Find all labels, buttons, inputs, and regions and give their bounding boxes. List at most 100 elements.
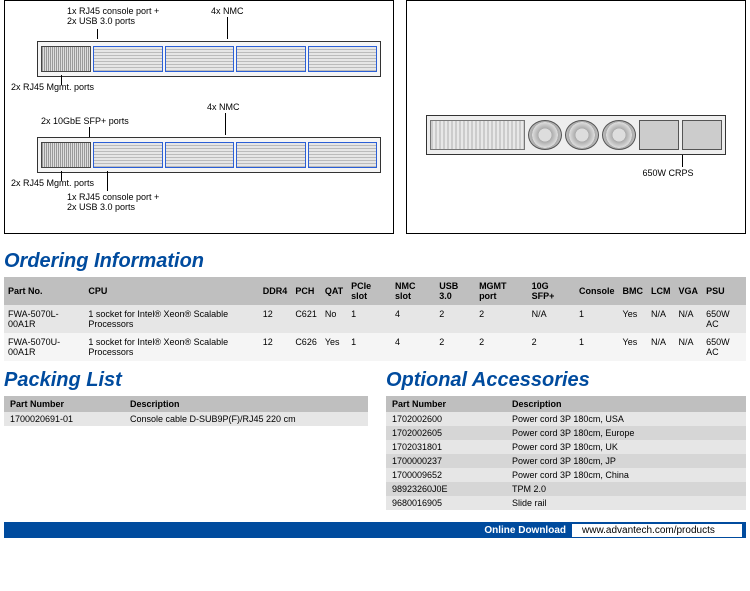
nmc-slot [308,46,378,72]
td: 650W AC [702,333,746,361]
td: Power cord 3P 180cm, Europe [506,426,746,440]
td: 12 [259,305,292,333]
th: LCM [647,277,675,305]
td: No [321,305,347,333]
th: NMC slot [391,277,435,305]
label-4xnmc: 4x NMC [211,7,244,17]
td: Power cord 3P 180cm, USA [506,412,746,426]
table-row: 1702002600Power cord 3P 180cm, USA [386,412,746,426]
td: 1 [347,333,391,361]
td: 1 [575,305,619,333]
td: FWA-5070U-00A1R [4,333,84,361]
vent-panel [430,120,525,150]
chassis-front-2 [37,137,381,173]
th: USB 3.0 [435,277,475,305]
io-block [41,46,91,72]
rear-diagram-box: 650W CRPS [406,0,746,234]
td: 1 socket for Intel® Xeon® Scalable Proce… [84,333,258,361]
td: 1 [575,333,619,361]
th: CPU [84,277,258,305]
label-console-usb: 1x RJ45 console port + 2x USB 3.0 ports [67,7,159,27]
nmc-slot [93,142,163,168]
td: Power cord 3P 180cm, UK [506,440,746,454]
label-sfp: 2x 10GbE SFP+ ports [41,117,129,127]
td: Yes [619,333,648,361]
td: Power cord 3P 180cm, JP [506,454,746,468]
front-diagram-box: 1x RJ45 console port + 2x USB 3.0 ports … [4,0,394,234]
fan-icon [565,120,599,150]
td: 2 [435,333,475,361]
th: DDR4 [259,277,292,305]
td: 1 socket for Intel® Xeon® Scalable Proce… [84,305,258,333]
th: Description [124,396,368,412]
psu-block [682,120,722,150]
td: Power cord 3P 180cm, China [506,468,746,482]
th: Description [506,396,746,412]
td: 12 [259,333,292,361]
table-header-row: Part No. CPU DDR4 PCH QAT PCIe slot NMC … [4,277,746,305]
td: 1702002600 [386,412,506,426]
td: N/A [528,305,575,333]
th: VGA [675,277,703,305]
td: 2 [435,305,475,333]
td: C626 [291,333,321,361]
td: 2 [475,305,528,333]
packing-table: Part Number Description 1700020691-01Con… [4,396,368,426]
th: 10G SFP+ [528,277,575,305]
nmc-slot [308,142,378,168]
nmc-slot [165,142,235,168]
td: TPM 2.0 [506,482,746,496]
chassis-front-1 [37,41,381,77]
top-diagrams: 1x RJ45 console port + 2x USB 3.0 ports … [0,0,750,242]
label-mgmt-1: 2x RJ45 Mgmt. ports [11,83,94,93]
td: Slide rail [506,496,746,510]
td: Yes [321,333,347,361]
table-row: 1700020691-01Console cable D-SUB9P(F)/RJ… [4,412,368,426]
footer-download-url: www.advantech.com/products [572,524,742,537]
td: N/A [675,333,703,361]
nmc-slot [236,46,306,72]
psu-block [639,120,679,150]
th: Part No. [4,277,84,305]
th: Console [575,277,619,305]
td: 1 [347,305,391,333]
td: 2 [475,333,528,361]
chassis-rear [426,115,726,155]
table-row: 9680016905Slide rail [386,496,746,510]
th: PCH [291,277,321,305]
th: Part Number [4,396,124,412]
table-row: 98923260J0ETPM 2.0 [386,482,746,496]
td: N/A [647,305,675,333]
nmc-slot [165,46,235,72]
section-ordering-title: Ordering Information [4,250,746,273]
td: FWA-5070L-00A1R [4,305,84,333]
table-row: FWA-5070L-00A1R1 socket for Intel® Xeon®… [4,305,746,333]
table-row: FWA-5070U-00A1R1 socket for Intel® Xeon®… [4,333,746,361]
footer-bar: Online Download www.advantech.com/produc… [4,522,746,538]
td: 9680016905 [386,496,506,510]
io-block [41,142,91,168]
td: 1702002605 [386,426,506,440]
td: 4 [391,333,435,361]
fan-icon [528,120,562,150]
accessories-table: Part Number Description 1702002600Power … [386,396,746,510]
th: Part Number [386,396,506,412]
label-console-usb-2: 1x RJ45 console port + 2x USB 3.0 ports [67,193,159,213]
label-650w-crps: 650W CRPS [642,169,693,179]
section-accessories-title: Optional Accessories [386,369,742,392]
td: 4 [391,305,435,333]
td: 1700009652 [386,468,506,482]
table-row: 1700009652Power cord 3P 180cm, China [386,468,746,482]
th: MGMT port [475,277,528,305]
table-row: 1702002605Power cord 3P 180cm, Europe [386,426,746,440]
td: Yes [619,305,648,333]
th: PSU [702,277,746,305]
td: 1700000237 [386,454,506,468]
td: Console cable D-SUB9P(F)/RJ45 220 cm [124,412,368,426]
section-packing-title: Packing List [4,369,364,392]
td: C621 [291,305,321,333]
td: 1700020691-01 [4,412,124,426]
fan-icon [602,120,636,150]
td: 98923260J0E [386,482,506,496]
td: N/A [647,333,675,361]
